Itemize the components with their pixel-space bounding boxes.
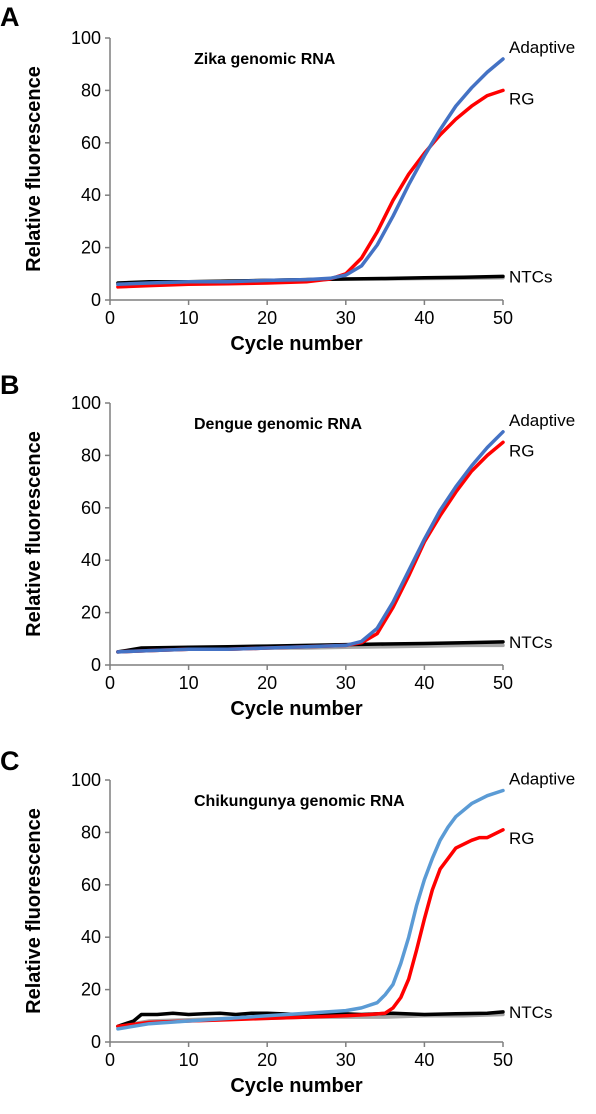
x-tick-label: 50: [493, 308, 513, 328]
chart-panel-a: A 0 20 40 60 80 100 0 10 20 30 40 50 Cycle number Rela…: [0, 2, 575, 355]
x-tick-label: 0: [105, 308, 115, 328]
x-tick-label: 10: [179, 673, 199, 693]
y-tick-label: 0: [91, 1032, 101, 1052]
x-tick-label: 40: [414, 308, 434, 328]
y-axis-title: Relative fluorescence: [23, 66, 45, 272]
x-axis-title: Cycle number: [230, 333, 362, 355]
x-tick-label: 30: [336, 308, 356, 328]
y-tick-label: 100: [71, 28, 101, 48]
y-tick-label: 100: [71, 393, 101, 413]
series-label-adaptive: Adaptive: [509, 38, 575, 57]
chart-panel-b: B 0 20 40 60 80 100 0 10 20 30 40 50 Cycle number Rela…: [0, 370, 575, 720]
y-axis-title: Relative fluorescence: [23, 431, 45, 637]
chart-title: Dengue genomic RNA: [194, 416, 362, 433]
series-line-adaptive: [116, 57, 505, 287]
y-tick-label: 60: [81, 875, 101, 895]
y-tick-label: 0: [91, 655, 101, 675]
x-axis-title: Cycle number: [230, 698, 362, 720]
x-tick-label: 20: [257, 673, 277, 693]
x-axis-title: Cycle number: [230, 1075, 362, 1097]
y-tick-label: 20: [81, 238, 101, 258]
series-line-rg: [116, 828, 505, 1029]
series-line-ntcs: [116, 1010, 505, 1029]
series-line-rg: [116, 440, 505, 654]
y-tick-label: 20: [81, 603, 101, 623]
x-tick-label: 30: [336, 1050, 356, 1070]
y-tick-label: 20: [81, 980, 101, 1000]
y-tick-label: 100: [71, 770, 101, 790]
y-tick-label: 80: [81, 80, 101, 100]
series-label-rg: RG: [509, 441, 535, 460]
series-label-ntcs: NTCs: [509, 267, 552, 286]
series-label-ntcs: NTCs: [509, 1003, 552, 1022]
x-tick-label: 20: [257, 1050, 277, 1070]
series-line-rg: [116, 88, 505, 289]
y-axis-title: Relative fluorescence: [23, 808, 45, 1014]
x-tick-label: 0: [105, 1050, 115, 1070]
series-line-adaptive: [116, 788, 505, 1031]
x-tick-label: 10: [179, 308, 199, 328]
y-tick-label: 40: [81, 550, 101, 570]
series-label-rg: RG: [509, 829, 535, 848]
y-tick-label: 40: [81, 927, 101, 947]
series-line-adaptive: [116, 430, 505, 654]
panel-letter: A: [0, 2, 20, 32]
x-tick-label: 30: [336, 673, 356, 693]
y-tick-label: 60: [81, 133, 101, 153]
x-tick-label: 40: [414, 1050, 434, 1070]
chart-title: Zika genomic RNA: [194, 51, 336, 68]
x-tick-label: 0: [105, 673, 115, 693]
series-label-adaptive: Adaptive: [509, 411, 575, 430]
x-tick-label: 50: [493, 673, 513, 693]
panel-letter: B: [0, 370, 20, 400]
panel-letter: C: [0, 746, 20, 776]
y-tick-label: 60: [81, 498, 101, 518]
series-label-adaptive: Adaptive: [509, 769, 575, 788]
x-tick-label: 20: [257, 308, 277, 328]
chart-panel-c: C 0 20 40 60 80 100 0 10 20 30 40 50 Cycle number Rela…: [0, 746, 575, 1097]
series-label-rg: RG: [509, 89, 535, 108]
y-tick-label: 80: [81, 822, 101, 842]
y-tick-label: 0: [91, 290, 101, 310]
x-tick-label: 40: [414, 673, 434, 693]
series-label-ntcs: NTCs: [509, 633, 552, 652]
x-tick-label: 10: [179, 1050, 199, 1070]
x-tick-label: 50: [493, 1050, 513, 1070]
chart-title: Chikungunya genomic RNA: [194, 793, 405, 810]
y-tick-label: 40: [81, 185, 101, 205]
y-tick-label: 80: [81, 445, 101, 465]
